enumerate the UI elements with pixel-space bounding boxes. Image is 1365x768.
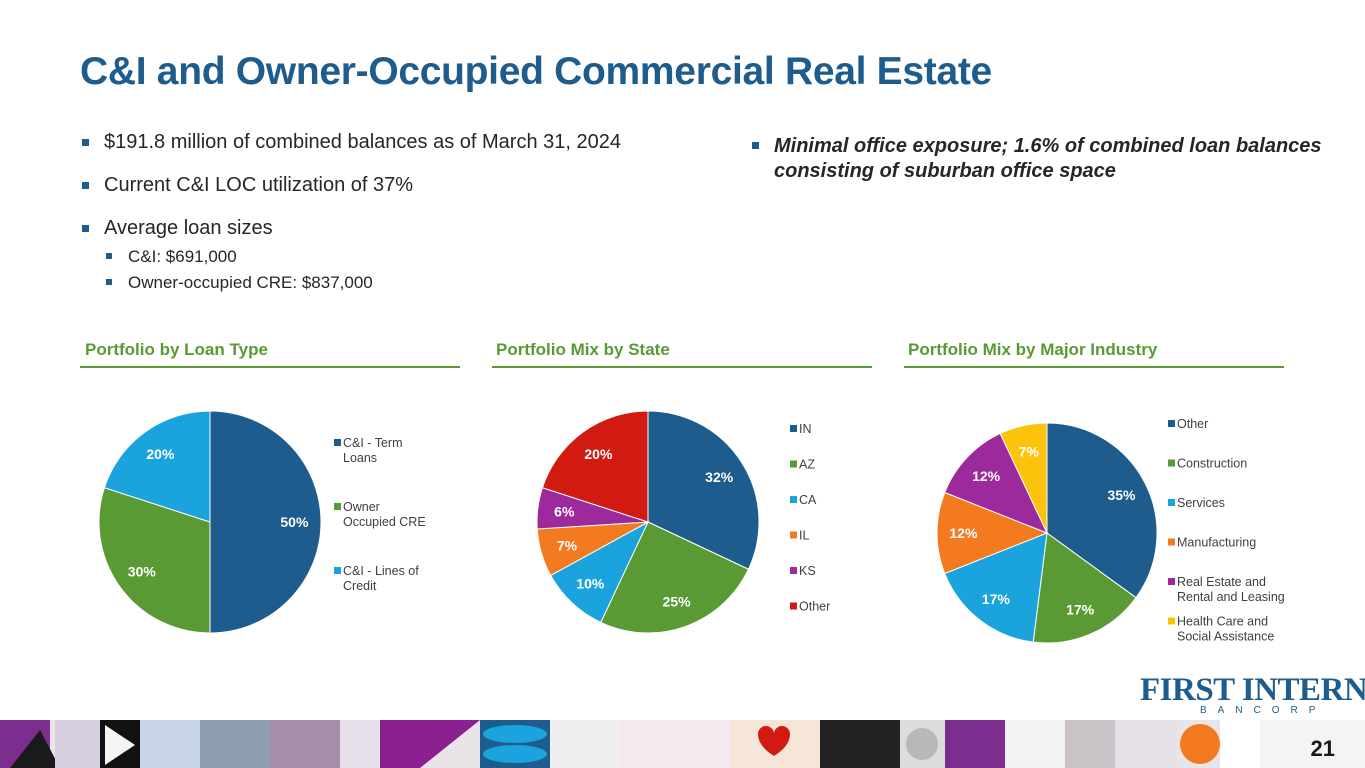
- pie-slice-other: [1046, 422, 1158, 599]
- legend-label-other: Other: [799, 600, 830, 614]
- company-logo: FIRST INTERNET BANCORP: [1140, 672, 1365, 718]
- pie-slice-construction: [1032, 532, 1137, 644]
- slice-label-manufacturing: 12%: [949, 525, 978, 541]
- slice-label-health-care-and-social-assistance: 7%: [1019, 443, 1040, 459]
- legend-swatch-ca: [790, 496, 797, 503]
- legend-swatch-manufacturing: [1168, 538, 1175, 546]
- legend-swatch-other: [1168, 420, 1175, 427]
- legend-label-candi-term-loans: C&I - Term Loans: [343, 436, 403, 465]
- slice-label-services: 17%: [982, 591, 1011, 607]
- legend-label-candi-lines-of-credit: C&I - Lines of Credit: [343, 564, 419, 593]
- slice-label-ca: 10%: [576, 576, 605, 592]
- chart-title-industry: Portfolio Mix by Major Industry: [908, 340, 1158, 359]
- slice-label-other: 35%: [1107, 487, 1136, 503]
- sub-bullet-ci: C&I: $691,000: [80, 246, 740, 267]
- pie-slice-health-care-and-social-assistance: [999, 422, 1048, 534]
- legend-label-real-estate-and-rental-and-leasing: Real Estate and Rental and Leasing: [1177, 575, 1285, 604]
- key-points: $191.8 million of combined balances as o…: [80, 130, 740, 298]
- legend-label-ca: CA: [799, 493, 817, 507]
- legend-label-ks: KS: [799, 564, 816, 578]
- legend-swatch-az: [790, 460, 797, 468]
- legend-label-other: Other: [1177, 417, 1208, 431]
- legend-swatch-ks: [790, 567, 797, 574]
- legend-swatch-real-estate-and-rental-and-leasing: [1168, 578, 1175, 585]
- divider-loan-type: [80, 366, 460, 368]
- legend-swatch-owner-occupied-cre: [334, 503, 341, 510]
- legend-swatch-other: [790, 602, 797, 610]
- slice-label-candi-lines-of-credit: 20%: [146, 446, 175, 462]
- legend-label-il: IL: [799, 529, 809, 543]
- loan-type-pie-chart: 50% 30% 20% C&I - Term Loans Owner Occupied CR…: [98, 410, 426, 634]
- legend-label-health-care-and-social-assistance: Health Care and Social Assistance: [1177, 615, 1274, 644]
- state-pie-chart: 32% 25% 10% 7% 6% 20% IN AZ CA IL KS Other: [536, 410, 830, 634]
- pie-slice-az: [600, 521, 750, 634]
- pie-slice-candi-term-loans: [209, 410, 322, 634]
- pie-slice-manufacturing: [936, 491, 1049, 575]
- legend-swatch-in: [790, 425, 797, 432]
- divider-industry: [904, 366, 1284, 368]
- sub-bullet-owner-occupied: Owner-occupied CRE: $837,000: [80, 272, 740, 293]
- slice-label-in: 32%: [705, 469, 734, 485]
- pie-slice-in: [647, 410, 760, 570]
- legend-label-services: Services: [1177, 496, 1225, 510]
- logo-subtitle: BANCORP: [1200, 705, 1327, 716]
- legend-label-in: IN: [799, 422, 812, 436]
- divider-state: [492, 366, 872, 368]
- bullet-average-loan-sizes: Average loan sizes: [80, 216, 740, 240]
- legend-label-construction: Construction: [1177, 457, 1247, 471]
- pie-slice-candi-lines-of-credit: [103, 410, 211, 523]
- industry-pie-chart: 35% 17% 17% 12% 12% 7% Other Construction Servic…: [936, 417, 1285, 644]
- legend-swatch-services: [1168, 499, 1175, 506]
- pie-slice-services: [944, 532, 1048, 643]
- legend-swatch-construction: [1168, 459, 1175, 467]
- slice-label-az: 25%: [663, 593, 692, 609]
- legend-swatch-candi-term-loans: [334, 439, 341, 446]
- slice-label-ks: 6%: [554, 503, 575, 519]
- slice-label-construction: 17%: [1066, 602, 1095, 618]
- pie-slice-other: [541, 410, 649, 523]
- slice-label-owner-occupied-cre: 30%: [128, 564, 157, 580]
- legend-swatch-health-care-and-social-assistance: [1168, 617, 1175, 625]
- slice-label-candi-term-loans: 50%: [280, 514, 309, 530]
- pie-slice-real-estate-and-rental-and-leasing: [944, 432, 1048, 534]
- legend-swatch-candi-lines-of-credit: [334, 567, 341, 574]
- page-number: 21: [1310, 736, 1335, 761]
- slice-label-il: 7%: [557, 538, 578, 554]
- logo-wordmark: FIRST INTERNET: [1140, 672, 1365, 708]
- page-title: C&I and Owner-Occupied Commercial Real E…: [80, 50, 992, 93]
- office-exposure-callout: Minimal office exposure; 1.6% of combine…: [750, 134, 1354, 184]
- legend-swatch-il: [790, 531, 797, 539]
- legend-label-az: AZ: [799, 458, 815, 472]
- slice-label-other: 20%: [584, 446, 613, 462]
- slice-label-real-estate-and-rental-and-leasing: 12%: [972, 468, 1001, 484]
- chart-title-state: Portfolio Mix by State: [496, 340, 670, 359]
- legend-label-owner-occupied-cre: Owner Occupied CRE: [343, 500, 426, 529]
- pie-slice-owner-occupied-cre: [98, 487, 211, 634]
- decorative-footer-strip: [0, 720, 1365, 768]
- bullet-loc-utilization: Current C&I LOC utilization of 37%: [80, 173, 740, 197]
- legend-label-manufacturing: Manufacturing: [1177, 536, 1256, 550]
- chart-title-loan-type: Portfolio by Loan Type: [85, 340, 268, 359]
- bullet-combined-balances: $191.8 million of combined balances as o…: [80, 130, 740, 154]
